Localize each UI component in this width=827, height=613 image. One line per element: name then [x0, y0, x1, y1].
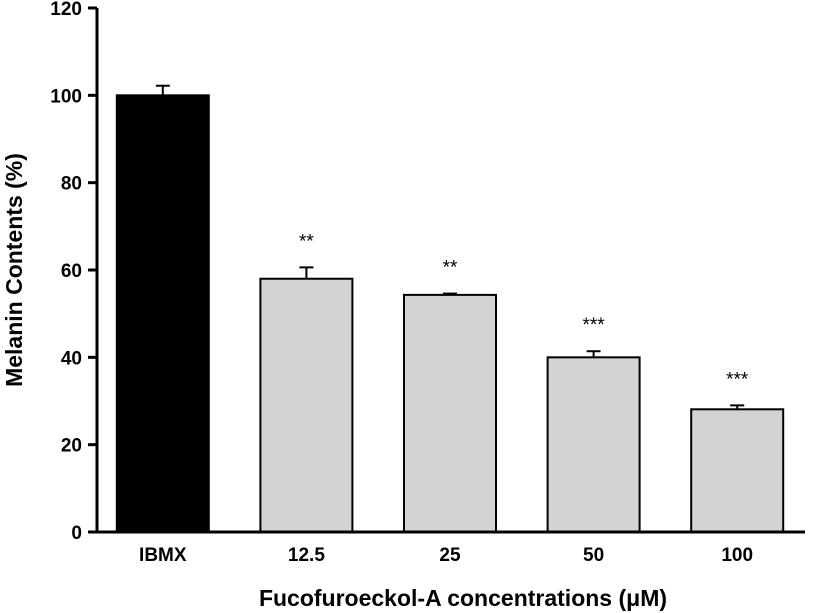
y-tick-label: 40 — [61, 348, 82, 369]
y-axis-title: Melanin Contents (%) — [1, 153, 27, 387]
bar — [690, 408, 785, 533]
significance-label: ** — [443, 258, 458, 279]
y-ticks: 0 20 40 60 80 100 120 — [50, 0, 97, 544]
x-axis-title: Fucofuroeckol-A concentrations (μM) — [259, 585, 667, 611]
x-ticks: IBMX 12.5 25 50 100 — [139, 545, 753, 566]
x-tick-label: IBMX — [139, 545, 187, 566]
x-tick-label: 25 — [439, 545, 461, 566]
y-tick-label: 100 — [50, 86, 82, 107]
bar — [115, 94, 210, 533]
significance-label: ** — [299, 231, 314, 252]
significance-label: *** — [583, 315, 606, 336]
y-tick-label: 120 — [50, 0, 82, 20]
bar — [259, 277, 354, 533]
x-tick-label: 50 — [583, 545, 604, 566]
bars-layer: ********** — [115, 84, 785, 534]
y-tick-label: 80 — [61, 174, 82, 195]
y-tick-label: 0 — [71, 523, 82, 544]
y-tick-label: 60 — [61, 261, 82, 282]
x-tick-label: 100 — [721, 545, 753, 566]
y-tick-label: 20 — [61, 436, 82, 457]
x-tick-label: 12.5 — [288, 545, 325, 566]
significance-label: *** — [726, 369, 749, 390]
bar — [403, 293, 497, 534]
bar — [546, 356, 641, 534]
